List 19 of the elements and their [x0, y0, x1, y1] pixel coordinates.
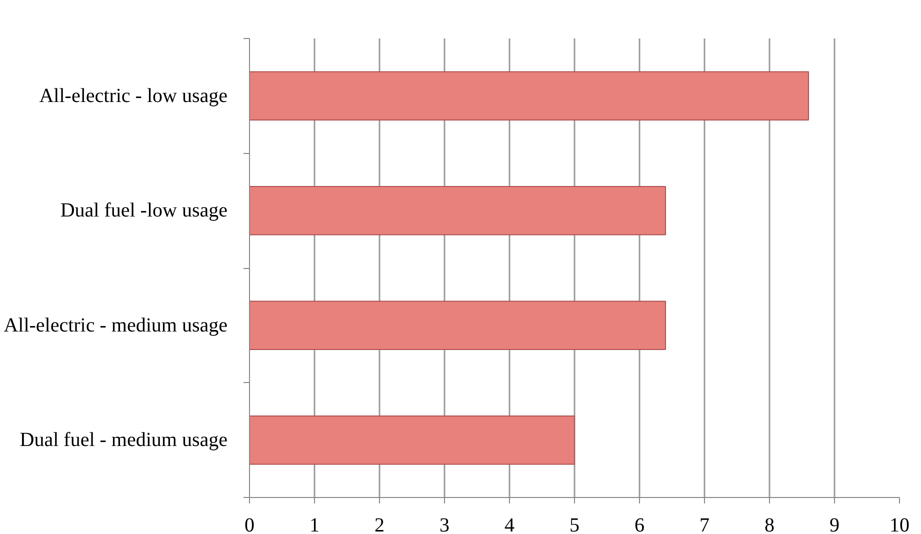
x-tick-label: 1	[310, 514, 320, 534]
y-tick-label: Dual fuel - medium usage	[20, 429, 228, 452]
x-tick-label: 5	[570, 514, 580, 534]
x-tick-label: 10	[890, 514, 910, 534]
bar	[250, 71, 809, 120]
y-tick-label: All-electric - medium usage	[4, 314, 228, 336]
x-tick-label: 2	[374, 514, 384, 534]
x-tick-label: 6	[634, 514, 644, 534]
bar	[250, 300, 666, 350]
x-tick-label: 4	[504, 514, 514, 534]
y-tick-label: All-electric - low usage	[39, 84, 228, 107]
x-tick-label: 0	[244, 514, 254, 534]
x-tick-label: 8	[764, 514, 774, 534]
x-tick-label: 3	[440, 514, 450, 534]
y-tick-label: Dual fuel -low usage	[60, 200, 228, 222]
bar	[250, 416, 575, 465]
x-tick-label: 7	[700, 514, 710, 534]
bar	[250, 186, 666, 236]
x-tick-label: 9	[830, 514, 840, 534]
